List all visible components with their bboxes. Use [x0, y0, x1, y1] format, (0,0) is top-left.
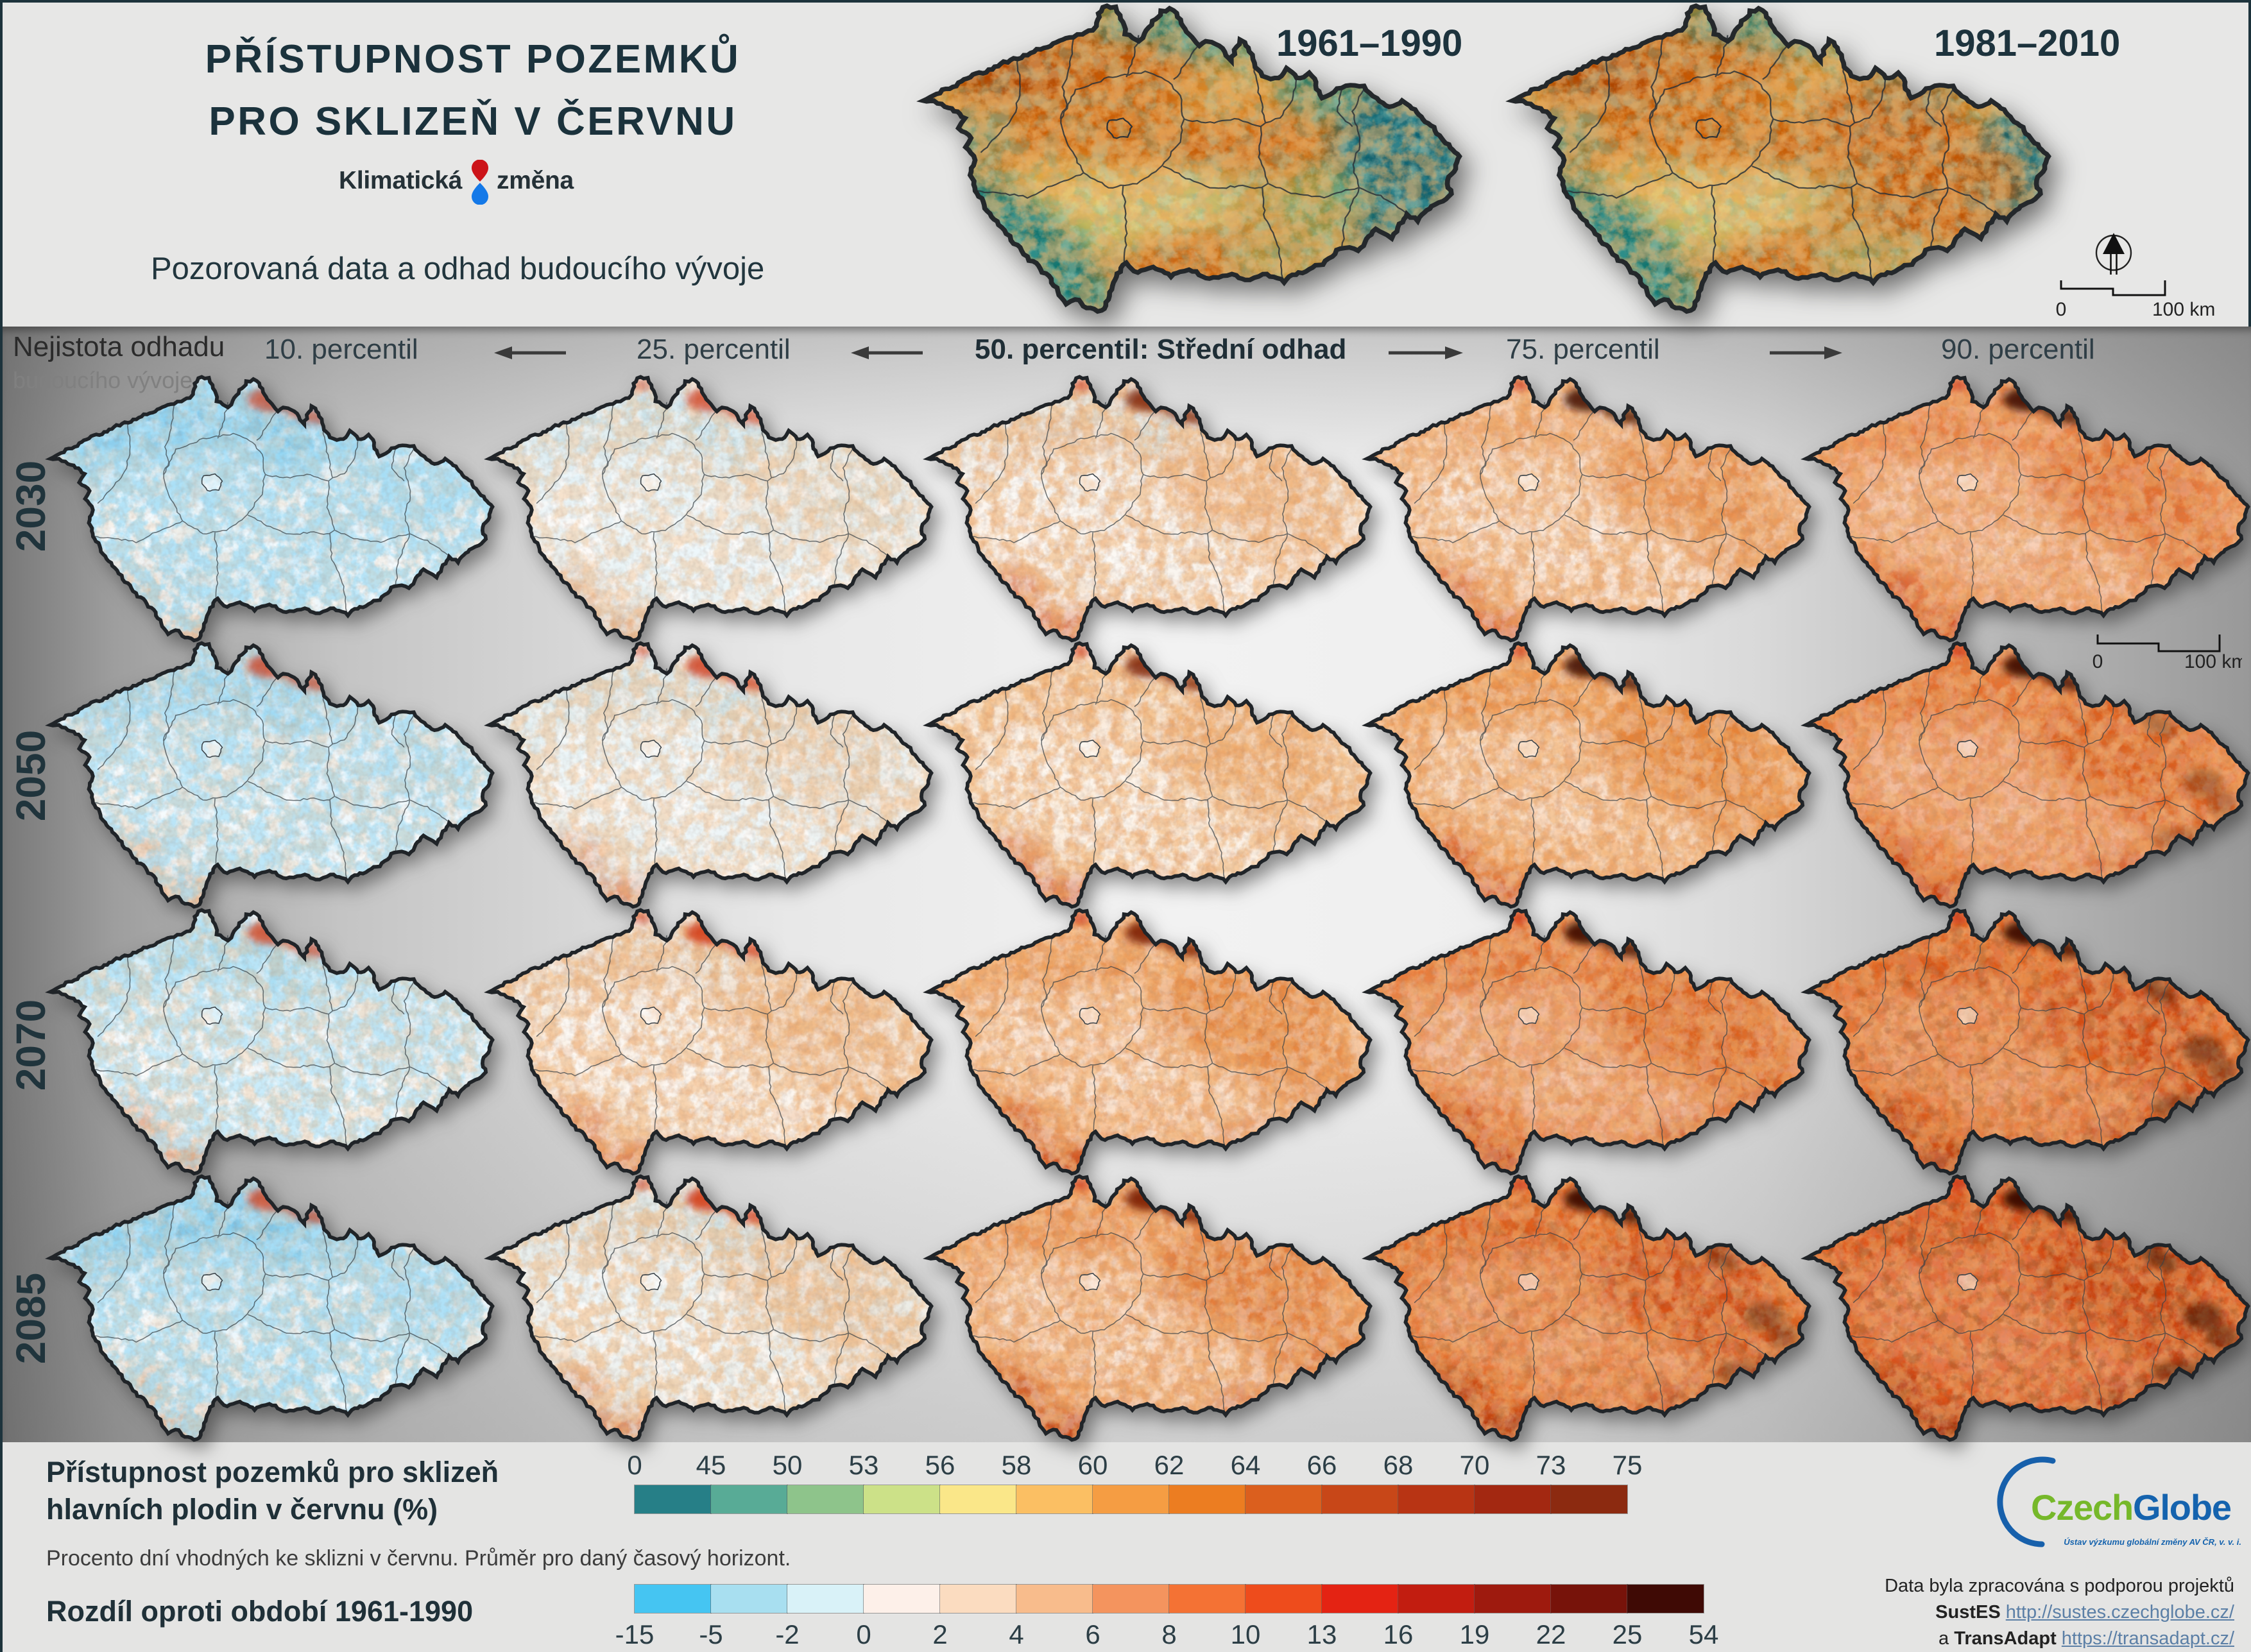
svg-text:CzechGlobe: CzechGlobe — [2031, 1487, 2232, 1528]
svg-text:100 km: 100 km — [2184, 651, 2242, 672]
svg-text:0: 0 — [2093, 651, 2103, 672]
svg-text:100 km: 100 km — [2152, 299, 2215, 320]
svg-text:Ústav výzkumu globální změny A: Ústav výzkumu globální změny AV ČR, v. v… — [2064, 1537, 2241, 1547]
svg-text:0: 0 — [2056, 299, 2067, 320]
